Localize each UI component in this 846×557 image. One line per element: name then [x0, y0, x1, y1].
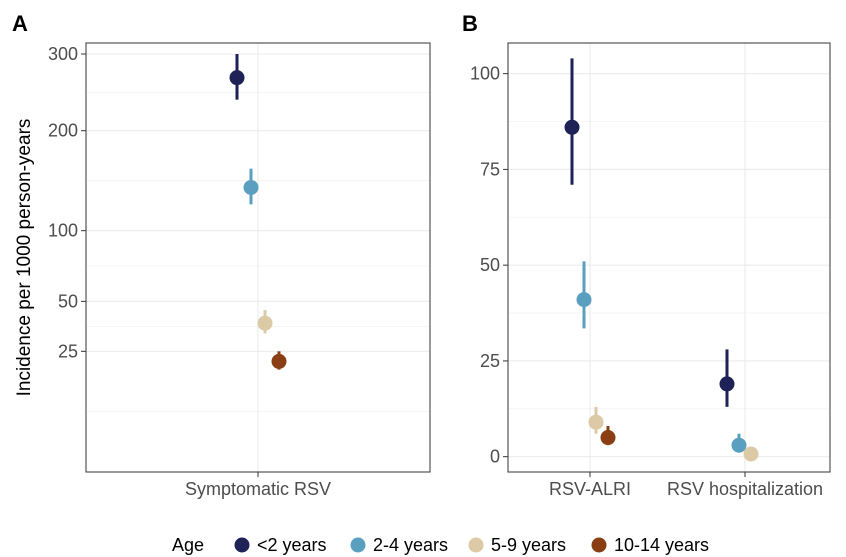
legend-item-10-14-years: 10-14 years — [591, 535, 709, 555]
data-point-5-9-years-rsv-alri — [588, 406, 604, 434]
panel-border — [507, 42, 831, 473]
legend-title: Age — [172, 535, 204, 555]
point-marker — [719, 376, 735, 392]
data-point-10-14-years-symptomatic-rsv — [271, 351, 287, 370]
legend-marker — [234, 537, 250, 553]
legend-item-2-4-years: 2-4 years — [350, 535, 448, 555]
y-axis-label: Incidence per 1000 person-years — [14, 119, 35, 397]
point-marker — [588, 414, 604, 430]
data-point-2-years-rsv-hospitalization — [719, 349, 735, 407]
y-tick-label: 0 — [490, 447, 500, 467]
legend-item-5-9-years: 5-9 years — [468, 535, 566, 555]
point-marker — [731, 437, 747, 453]
y-tick-label: 100 — [470, 64, 500, 84]
panel-a: A 25 50 100 200 300 Symptomatic RSV Incidence p… — [12, 11, 431, 499]
data-point-5-9-years-rsv-hospitalization — [743, 446, 759, 462]
point-marker — [564, 119, 580, 135]
legend-label: 5-9 years — [491, 535, 566, 555]
legend-label: 2-4 years — [373, 535, 448, 555]
data-point-10-14-years-rsv-alri — [600, 426, 616, 446]
data-point-2-years-rsv-alri — [564, 58, 580, 185]
legend-label: 10-14 years — [614, 535, 709, 555]
legend-item-2-years: <2 years — [234, 535, 327, 555]
data-point-5-9-years-symptomatic-rsv — [257, 310, 273, 334]
data-point-2-4-years-rsv-alri — [576, 261, 592, 329]
point-marker — [229, 70, 245, 86]
point-marker — [271, 353, 287, 369]
point-marker — [743, 446, 759, 462]
data-point-2-4-years-symptomatic-rsv — [243, 168, 259, 205]
y-tick-label: 100 — [48, 221, 78, 241]
legend-marker — [350, 537, 366, 553]
y-tick-label: 300 — [48, 44, 78, 64]
y-tick-label: 200 — [48, 121, 78, 141]
point-marker — [600, 430, 616, 446]
y-tick-label: 25 — [480, 351, 500, 371]
point-marker — [243, 179, 259, 195]
panel-letter: B — [462, 11, 478, 36]
panel-letter: A — [12, 11, 28, 36]
x-tick-label-rsv-alri: RSV-ALRI — [549, 479, 631, 499]
legend: Age <2 years 2-4 years 5-9 years 10-14 years — [172, 535, 709, 555]
y-tick-label: 25 — [58, 341, 78, 361]
y-tick-label: 50 — [480, 255, 500, 275]
legend-marker — [591, 537, 607, 553]
legend-label: <2 years — [257, 535, 327, 555]
point-marker — [576, 292, 592, 308]
data-point-2-years-symptomatic-rsv — [229, 54, 245, 100]
x-tick-label-rsv-hospitalization: RSV hospitalization — [667, 479, 823, 499]
panel-border — [85, 42, 431, 473]
y-tick-label: 50 — [58, 291, 78, 311]
data-point-2-4-years-rsv-hospitalization — [731, 433, 747, 453]
x-tick-label-symptomatic-rsv: Symptomatic RSV — [185, 479, 331, 499]
y-tick-label: 75 — [480, 159, 500, 179]
point-marker — [257, 315, 273, 331]
panel-b: B 0 25 50 75 100 RSV-ALRI RSV hospitalization — [462, 11, 831, 499]
legend-marker — [468, 537, 484, 553]
